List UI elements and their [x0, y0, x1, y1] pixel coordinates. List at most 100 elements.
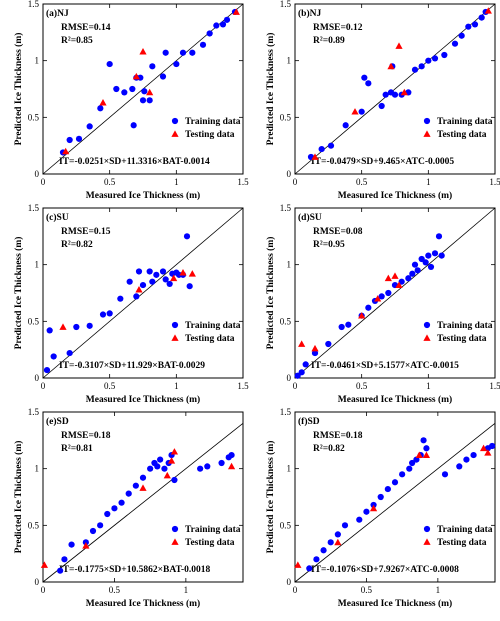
data-point-training: [411, 66, 419, 73]
series-training: [43, 233, 193, 374]
data-point-training: [318, 145, 325, 153]
data-point-testing: [132, 72, 140, 80]
data-point-training: [162, 49, 169, 56]
x-axis-label: Measured Ice Thickness (m): [338, 394, 452, 405]
data-point-training: [159, 268, 167, 275]
legend-marker-testing: [423, 130, 431, 137]
data-point-training: [358, 108, 365, 115]
series-testing: [311, 7, 492, 160]
data-point-training: [391, 91, 399, 98]
x-tick-label: 1.5: [237, 177, 249, 187]
data-point-training: [391, 479, 399, 486]
data-point-training: [73, 323, 80, 331]
y-tick-label: 1: [287, 56, 292, 66]
legend-label: Testing data: [185, 334, 235, 344]
x-tick-label: 1: [426, 381, 431, 391]
y-tick-label: 0: [35, 373, 40, 383]
x-tick-label: 1.5: [489, 177, 500, 187]
data-point-training: [146, 97, 153, 104]
y-tick-label: 1: [287, 260, 292, 270]
data-point-testing: [227, 462, 236, 470]
data-point-training: [356, 516, 363, 523]
stat-text: R²=0.85: [61, 36, 93, 46]
panel-label: (a)NJ: [46, 8, 69, 19]
data-point-testing: [170, 274, 178, 282]
y-axis-label: Predicted Ice Thickness (m): [13, 237, 24, 350]
panel-label: (e)SD: [46, 416, 69, 427]
data-point-testing: [391, 272, 399, 279]
data-point-training: [179, 49, 187, 56]
data-point-training: [345, 321, 352, 328]
data-point-training: [75, 135, 83, 142]
data-point-training: [43, 366, 51, 374]
scatter-panel-5: 0 0.5 1 0 0.5 1 1.5 Measured Ice Thickness (m) P…: [13, 407, 244, 609]
x-tick-label: 0: [41, 177, 46, 187]
scatter-panel-2: 0 0.5 1 1.5 0 0.5 1 1.5 Measured Ice Thickness (…: [265, 0, 500, 201]
x-tick-label: 1.5: [237, 381, 249, 391]
x-tick-label: 0.5: [104, 177, 116, 187]
y-tick-label: 0.5: [280, 316, 292, 326]
data-point-training: [166, 280, 173, 288]
data-point-training: [106, 310, 113, 317]
data-point-testing: [387, 62, 395, 70]
data-point-training: [302, 361, 309, 368]
x-tick-label: 1: [426, 177, 431, 187]
y-tick-label: 1: [35, 464, 40, 474]
x-tick-label: 0: [41, 381, 46, 391]
data-point-testing: [167, 457, 176, 464]
data-point-training: [478, 14, 485, 21]
legend-label: Testing data: [437, 334, 487, 344]
data-point-testing: [484, 449, 492, 456]
x-tick-label: 1: [184, 585, 189, 595]
data-point-training: [183, 233, 191, 240]
data-point-training: [463, 456, 470, 463]
legend-marker-training: [171, 117, 179, 125]
data-point-training: [171, 476, 178, 484]
stat-text: R²=0.95: [313, 240, 345, 250]
data-point-testing: [484, 7, 492, 14]
data-point-testing: [422, 451, 431, 458]
scatter-panel-3: 0 0.5 1 1.5 0 0.5 1 1.5 Measured Ice Thickness (…: [13, 203, 249, 405]
y-tick-label: 0: [287, 169, 292, 179]
data-point-training: [147, 465, 154, 472]
series-testing: [294, 444, 492, 568]
stat-text: RMSE=0.08: [313, 227, 363, 237]
legend-label: Testing data: [185, 538, 235, 548]
x-tick-label: 0: [41, 585, 46, 595]
axes-frame: [42, 411, 244, 583]
y-tick-label: 0.5: [280, 112, 292, 122]
axes-frame: [42, 207, 244, 379]
data-point-training: [125, 490, 132, 497]
legend-label: Training data: [437, 321, 493, 331]
series-testing: [298, 272, 403, 352]
scatter-panel-4: 0 0.5 1 1.5 0 0.5 1 1.5 Measured Ice Thickness (…: [265, 203, 500, 405]
data-point-training: [149, 278, 156, 285]
x-tick-label: 1: [174, 381, 179, 391]
data-point-testing: [232, 8, 240, 15]
stat-text: R²=0.82: [61, 240, 93, 250]
data-point-training: [66, 136, 73, 144]
data-point-training: [126, 278, 133, 285]
data-point-training: [378, 102, 385, 110]
data-point-training: [420, 437, 427, 444]
data-point-testing: [334, 538, 342, 546]
data-point-training: [139, 281, 147, 289]
data-point-testing: [99, 99, 107, 106]
data-point-training: [418, 63, 425, 70]
data-point-training: [130, 122, 137, 129]
legend-label: Training data: [185, 321, 241, 331]
data-point-training: [97, 105, 104, 112]
stat-text: RMSE=0.15: [61, 227, 111, 237]
data-point-testing: [139, 48, 147, 55]
x-tick-label: 0.5: [361, 585, 373, 595]
data-point-training: [361, 74, 368, 81]
data-point-training: [228, 451, 235, 459]
data-point-training: [385, 289, 392, 297]
data-point-training: [431, 250, 439, 257]
scatter-panel-1: 0 0.5 1 1.5 0 0.5 1 1.5 Measured Ice Thickness (…: [13, 0, 249, 201]
data-point-training: [146, 268, 153, 275]
data-point-training: [189, 49, 196, 56]
data-point-training: [341, 522, 349, 529]
data-point-training: [342, 122, 349, 129]
